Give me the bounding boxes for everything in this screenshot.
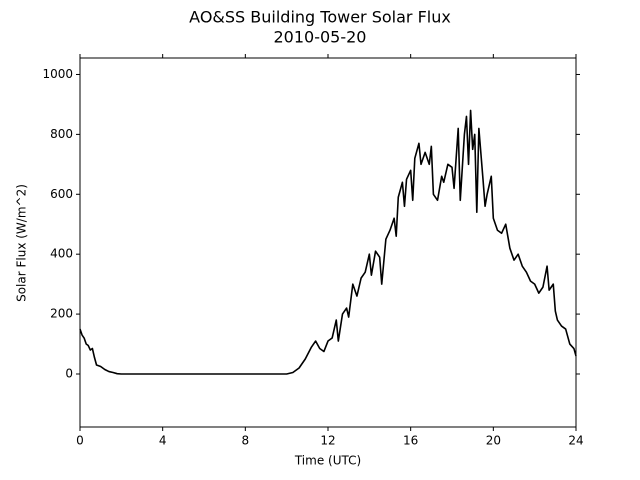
x-axis-label: Time (UTC) (294, 454, 361, 468)
y-axis-label: Solar Flux (W/m^2) (15, 184, 29, 302)
x-tick-label: 24 (568, 434, 583, 448)
data-line (79, 109, 577, 375)
x-tick-label: 12 (320, 434, 335, 448)
y-tick-label: 0 (65, 366, 73, 380)
y-tick-label: 600 (50, 187, 73, 201)
x-tick-label: 4 (159, 434, 167, 448)
y-tick-label: 400 (50, 247, 73, 261)
chart-title: AO&SS Building Tower Solar Flux (189, 8, 451, 27)
chart-subtitle: 2010-05-20 (274, 28, 367, 47)
y-tick-label: 1000 (42, 67, 73, 81)
y-tick-label: 800 (50, 127, 73, 141)
y-tick-label: 200 (50, 307, 73, 321)
x-tick-label: 16 (403, 434, 418, 448)
x-tick-label: 0 (76, 434, 84, 448)
x-tick-label: 20 (486, 434, 501, 448)
plot-frame (79, 57, 577, 428)
x-tick-label: 8 (242, 434, 250, 448)
